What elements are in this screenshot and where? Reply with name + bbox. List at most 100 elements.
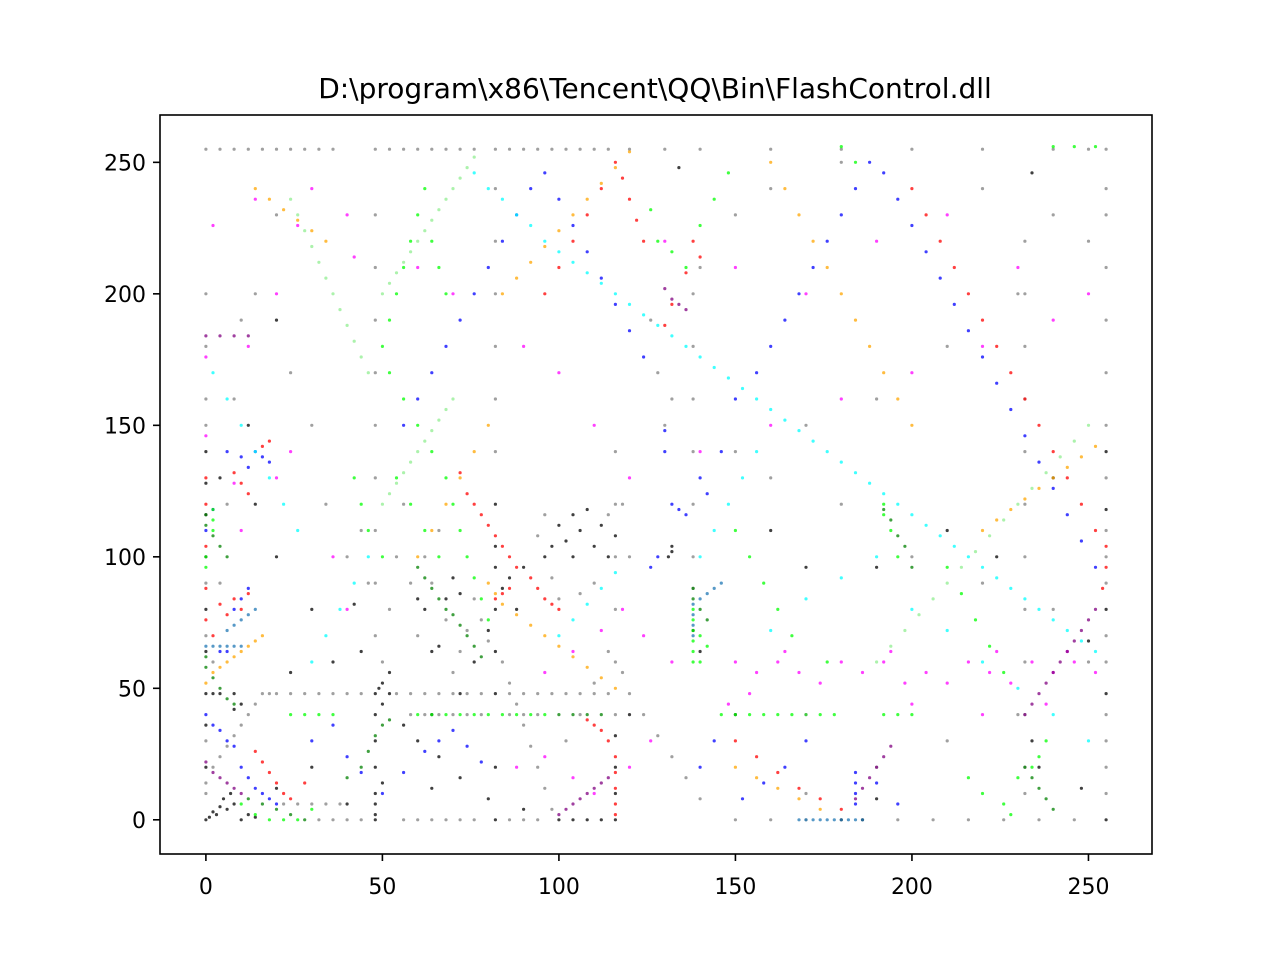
data-point	[493, 592, 497, 596]
data-point	[289, 670, 293, 675]
data-point	[225, 697, 229, 701]
data-point	[416, 213, 420, 217]
data-point	[889, 649, 893, 654]
data-point	[543, 713, 547, 717]
data-point	[882, 371, 886, 375]
data-point	[359, 528, 363, 533]
data-point	[931, 597, 935, 601]
data-point	[274, 292, 279, 296]
data-point	[1016, 686, 1020, 690]
data-point	[635, 218, 639, 222]
data-point	[613, 302, 618, 306]
data-point	[599, 523, 603, 527]
data-point	[253, 813, 257, 817]
data-point	[571, 649, 575, 654]
data-point	[1016, 265, 1020, 270]
data-point	[966, 660, 971, 664]
data-point	[218, 805, 222, 809]
data-point	[232, 623, 236, 627]
data-point	[543, 634, 547, 638]
data-point	[493, 818, 497, 822]
data-point	[352, 476, 356, 480]
data-point	[225, 744, 229, 748]
data-point	[571, 513, 575, 517]
data-point	[585, 818, 589, 822]
data-point	[373, 692, 377, 696]
data-point	[377, 686, 381, 690]
data-point	[550, 147, 554, 151]
data-point	[698, 797, 702, 801]
data-point	[578, 692, 582, 696]
data-point	[945, 213, 949, 217]
data-point	[543, 755, 547, 759]
data-point	[289, 450, 293, 454]
data-point	[860, 786, 865, 790]
data-point	[373, 371, 377, 375]
data-point	[755, 450, 759, 454]
data-point	[260, 455, 264, 459]
data-point	[691, 344, 695, 348]
data-point	[394, 481, 399, 485]
data-point	[232, 644, 236, 648]
data-point	[585, 507, 589, 512]
data-point	[303, 229, 307, 233]
data-point	[409, 460, 413, 464]
data-point	[423, 229, 427, 233]
data-point	[627, 197, 632, 201]
data-point	[571, 618, 575, 622]
data-point	[585, 271, 589, 275]
data-point	[1093, 528, 1098, 533]
data-point	[1051, 486, 1055, 490]
data-point	[698, 355, 702, 359]
data-point	[493, 344, 497, 348]
data-point	[211, 518, 215, 522]
data-point	[402, 502, 406, 506]
data-point	[875, 660, 879, 664]
data-point	[472, 597, 476, 601]
data-point	[705, 644, 709, 648]
data-point	[430, 649, 434, 654]
data-point	[253, 702, 257, 706]
data-point	[458, 147, 462, 151]
data-point	[225, 739, 229, 743]
data-point	[246, 776, 250, 780]
data-point	[1086, 639, 1091, 643]
data-point	[1016, 292, 1020, 296]
data-point	[211, 534, 215, 538]
data-point	[204, 607, 208, 612]
data-point	[938, 239, 942, 243]
data-point	[416, 423, 420, 427]
data-point	[599, 586, 603, 591]
data-point	[1030, 660, 1034, 664]
data-point	[345, 213, 349, 217]
data-point	[218, 686, 222, 690]
data-point	[543, 292, 547, 296]
data-point	[267, 770, 271, 775]
data-point	[409, 692, 413, 696]
data-point	[239, 649, 243, 654]
data-point	[712, 739, 716, 743]
data-point	[797, 213, 801, 217]
data-point	[1104, 187, 1108, 191]
data-point	[832, 713, 836, 717]
data-point	[500, 544, 504, 548]
data-point	[889, 518, 893, 522]
data-point	[733, 450, 738, 454]
data-point	[204, 523, 208, 527]
data-point	[289, 813, 293, 817]
data-point	[246, 465, 250, 469]
data-point	[691, 623, 695, 627]
data-point	[769, 423, 773, 427]
data-point	[691, 555, 695, 559]
data-point	[296, 802, 300, 806]
data-point	[945, 565, 949, 569]
data-point	[995, 381, 999, 385]
data-point	[1104, 791, 1108, 796]
data-point	[387, 281, 392, 285]
data-point	[670, 660, 674, 664]
data-point	[1104, 318, 1108, 322]
data-point	[211, 670, 215, 675]
data-point	[1002, 518, 1006, 522]
data-point	[437, 713, 441, 717]
data-point	[380, 292, 384, 296]
